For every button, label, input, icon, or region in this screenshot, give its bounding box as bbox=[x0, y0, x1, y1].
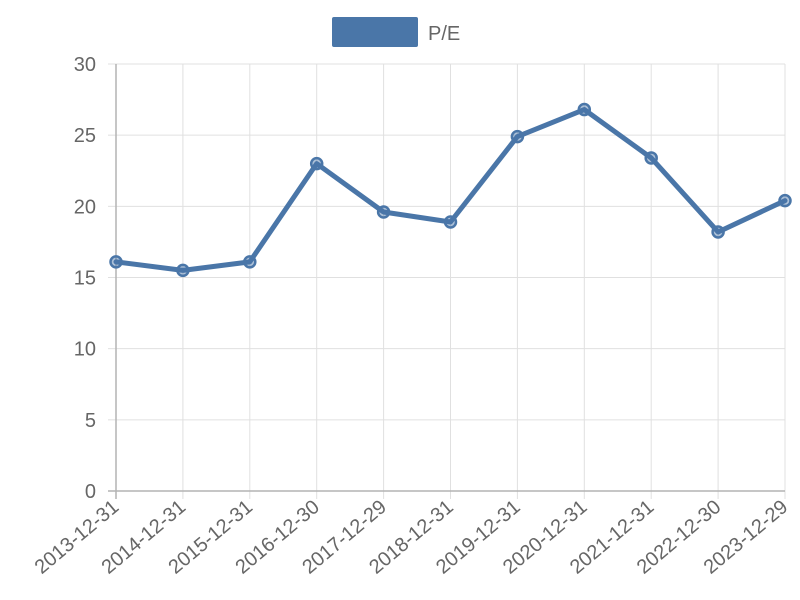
y-tick-label: 15 bbox=[74, 268, 96, 290]
data-point[interactable] bbox=[176, 263, 190, 278]
series-line-pe bbox=[113, 107, 788, 273]
y-tick-label: 30 bbox=[74, 54, 96, 76]
data-point[interactable] bbox=[109, 255, 123, 269]
data-point[interactable] bbox=[778, 193, 792, 208]
legend-swatch bbox=[332, 17, 418, 47]
y-tick-label: 20 bbox=[74, 196, 96, 218]
y-tick-label: 5 bbox=[85, 410, 96, 432]
data-point[interactable] bbox=[443, 215, 458, 229]
legend[interactable]: P/E bbox=[332, 17, 460, 47]
y-tick-label: 0 bbox=[85, 481, 96, 503]
data-point[interactable] bbox=[644, 151, 658, 165]
data-points bbox=[109, 102, 792, 278]
data-point[interactable] bbox=[577, 102, 592, 117]
y-axis-tick-labels: 0 5 10 15 20 25 30 bbox=[74, 54, 96, 503]
data-point[interactable] bbox=[309, 156, 324, 171]
grid bbox=[108, 63, 786, 499]
y-tick-label: 10 bbox=[74, 339, 96, 361]
y-tick-label: 25 bbox=[74, 125, 96, 147]
series-lines bbox=[113, 107, 788, 273]
data-point[interactable] bbox=[711, 225, 725, 239]
x-axis-tick-labels: 2013-12-312014-12-312015-12-312016-12-30… bbox=[31, 496, 793, 579]
data-point[interactable] bbox=[243, 255, 257, 269]
data-point[interactable] bbox=[376, 205, 391, 219]
legend-label: P/E bbox=[428, 23, 460, 45]
data-point[interactable] bbox=[510, 129, 525, 144]
axes bbox=[108, 64, 785, 499]
